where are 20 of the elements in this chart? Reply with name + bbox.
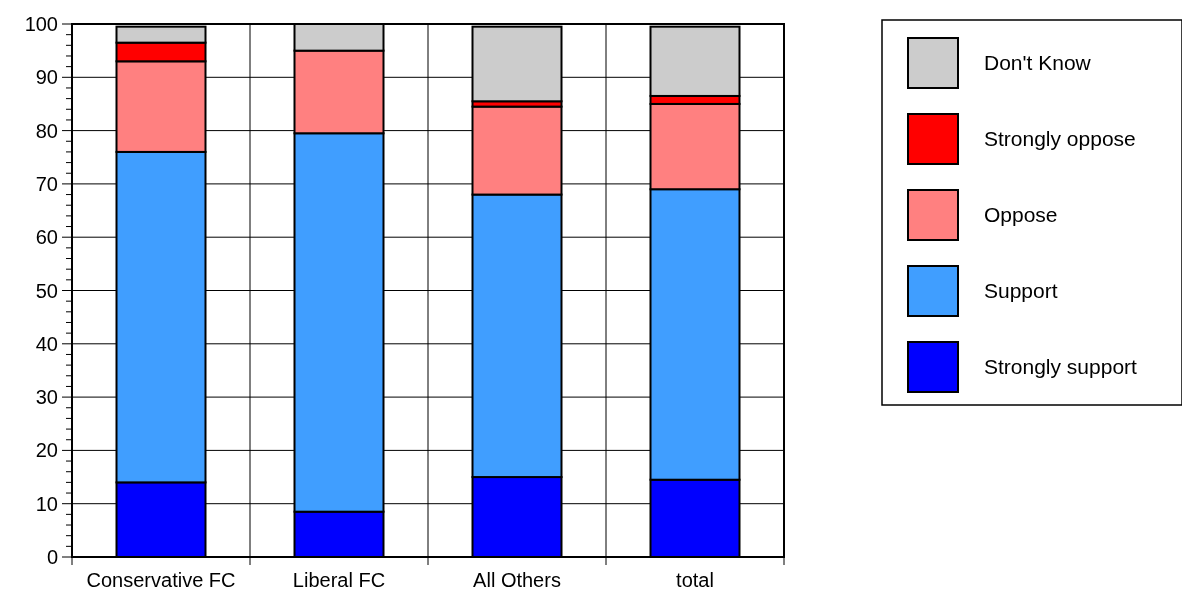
y-tick-label: 90 (35, 66, 58, 89)
y-tick-label: 70 (35, 172, 58, 195)
y-tick-label: 40 (35, 332, 58, 355)
y-tick-label: 20 (35, 439, 58, 462)
y-tick-label: 30 (35, 386, 58, 409)
x-tick-label: Conservative FC (86, 569, 236, 591)
y-tick-label: 50 (35, 279, 58, 302)
x-tick-label: Liberal FC (292, 569, 386, 591)
legend-label: Strongly support (984, 355, 1138, 379)
legend-label: Strongly oppose (984, 127, 1136, 151)
y-tick-label: 80 (35, 119, 58, 142)
y-tick-label: 100 (24, 13, 58, 35)
y-tick-label: 60 (35, 226, 58, 249)
x-tick-label: All Others (473, 569, 561, 591)
x-tick-label: total (676, 569, 714, 591)
y-tick-label: 0 (46, 546, 58, 568)
legend-label: Oppose (984, 203, 1058, 227)
y-tick-label: 10 (35, 492, 58, 515)
legend-label: Don't Know (984, 51, 1092, 75)
legend-label: Support (984, 279, 1058, 303)
